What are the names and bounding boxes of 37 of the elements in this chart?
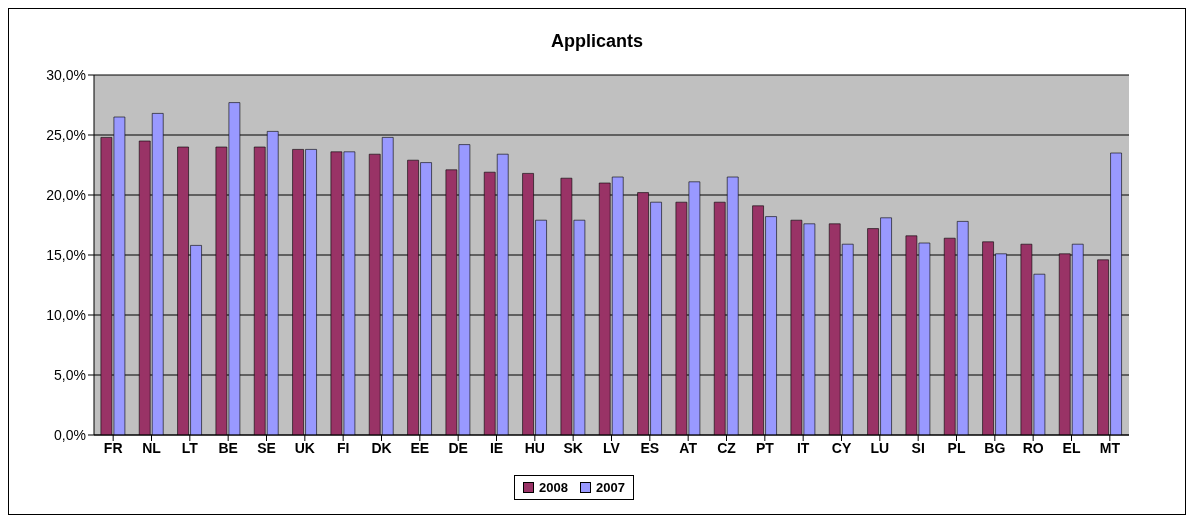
x-tick-label: CZ <box>717 439 737 456</box>
x-tick-label: SI <box>911 439 925 456</box>
y-tick-label: 20,0% <box>46 186 86 203</box>
y-tick-label: 30,0% <box>46 66 86 83</box>
x-tick-label: SK <box>563 439 583 456</box>
x-tick-label: MT <box>1099 439 1121 456</box>
x-tick-label: BG <box>984 439 1006 456</box>
x-tick-label: EL <box>1062 439 1081 456</box>
x-tick-label: LU <box>870 439 890 456</box>
chart-title: Applicants <box>550 31 644 53</box>
y-tick-label: 25,0% <box>46 126 86 143</box>
legend-label: 2007 <box>595 480 625 495</box>
x-tick-label: FR <box>103 439 123 456</box>
y-tick-label: 5,0% <box>54 366 86 383</box>
x-tick-label: SE <box>257 439 276 456</box>
x-tick-label: DE <box>448 439 468 456</box>
x-tick-label: FI <box>336 439 350 456</box>
x-tick-label: IT <box>796 439 810 456</box>
x-tick-label: AT <box>679 439 698 456</box>
x-tick-label: UK <box>294 439 315 456</box>
x-tick-label: BE <box>218 439 238 456</box>
x-tick-label: CY <box>831 439 852 456</box>
x-tick-label: LT <box>181 439 199 456</box>
x-tick-label: PT <box>755 439 775 456</box>
x-tick-label: RO <box>1022 439 1044 456</box>
y-tick-label: 15,0% <box>46 246 86 263</box>
x-tick-label: NL <box>142 439 162 456</box>
x-tick-label: ES <box>640 439 660 456</box>
x-tick-label: HU <box>524 439 545 456</box>
y-tick-label: 10,0% <box>46 306 86 323</box>
x-tick-label: EE <box>410 439 430 456</box>
y-tick-label: 0,0% <box>54 426 86 443</box>
legend-label: 2008 <box>538 480 568 495</box>
x-tick-label: PL <box>947 439 966 456</box>
x-tick-label: DK <box>371 439 392 456</box>
x-tick-label: LV <box>603 439 621 456</box>
x-tick-label: IE <box>489 439 504 456</box>
